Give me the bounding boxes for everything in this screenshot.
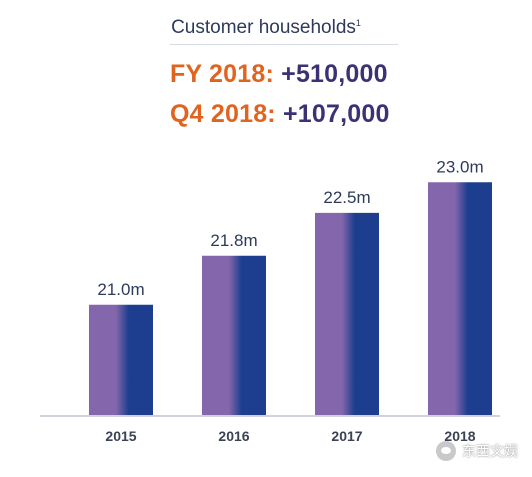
- bar-2016: [202, 255, 266, 415]
- watermark-text: 东西文娱: [462, 444, 518, 460]
- bar-2018: [428, 182, 492, 415]
- bar-2015: [89, 304, 153, 415]
- annotation-q4-label: Q4 2018:: [170, 100, 276, 128]
- annotation-fy-label: FY 2018:: [170, 60, 274, 88]
- title-footnote: 1: [355, 18, 361, 28]
- bar-2017: [315, 212, 379, 415]
- x-tick-label-2018: 2018: [444, 428, 475, 444]
- data-label-2018: 23.0m: [436, 157, 483, 176]
- x-tick-label-2017: 2017: [331, 428, 362, 444]
- title-divider: [170, 44, 398, 45]
- x-tick-label-2015: 2015: [105, 428, 136, 444]
- annotation-q4-value: +107,000: [283, 100, 390, 128]
- data-label-2017: 22.5m: [323, 188, 370, 207]
- data-label-2016: 21.8m: [210, 231, 257, 250]
- annotation-q4: Q4 2018: +107,000: [170, 100, 390, 129]
- wechat-icon: [436, 441, 456, 461]
- bars-group: [89, 182, 492, 415]
- annotation-fy-value: +510,000: [281, 60, 388, 88]
- watermark: 东西文娱: [436, 441, 518, 461]
- chart-title-text: Customer households: [171, 17, 356, 38]
- chart-title: Customer households1: [0, 17, 532, 39]
- x-tick-label-2016: 2016: [218, 428, 249, 444]
- annotation-fy: FY 2018: +510,000: [170, 60, 388, 89]
- labels-group: 21.0m 2015 21.8m 2016 22.5m 2017 23.0m 2018: [97, 157, 483, 444]
- data-label-2015: 21.0m: [97, 280, 144, 299]
